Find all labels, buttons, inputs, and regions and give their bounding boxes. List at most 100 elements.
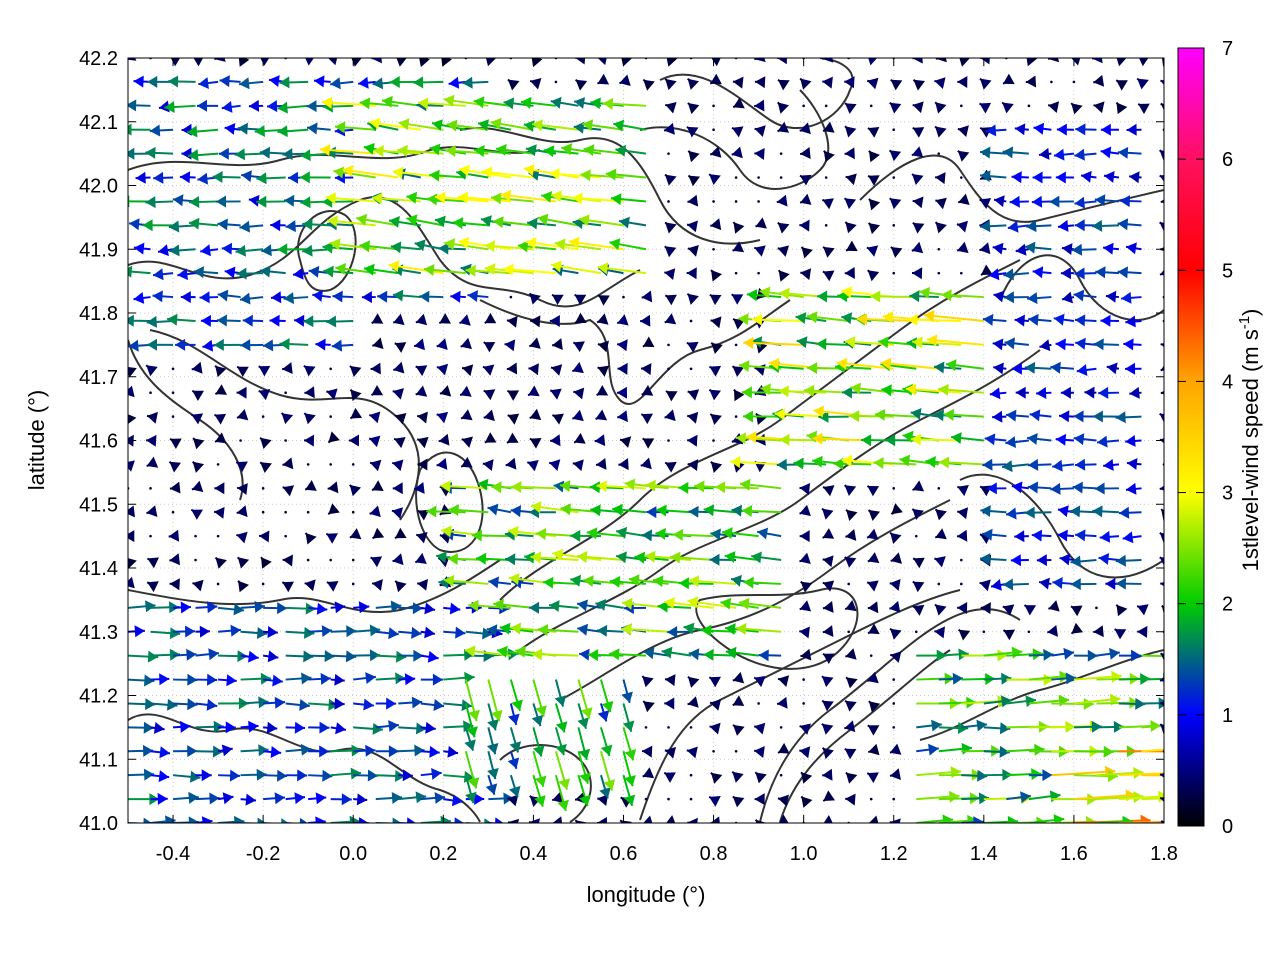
wind-arrow-head — [128, 576, 135, 589]
wind-arrow-head — [889, 198, 902, 210]
wind-arrow — [175, 338, 196, 351]
wind-arrow — [195, 648, 220, 661]
wind-arrow — [216, 534, 220, 538]
wind-arrow-head — [435, 191, 446, 204]
wind-arrow-head — [552, 816, 563, 823]
wind-arrow-head — [147, 557, 159, 569]
wind-arrow-head — [1069, 505, 1081, 518]
wind-arrow-head — [1106, 362, 1118, 375]
wind-arrow-head — [1074, 219, 1085, 232]
wind-arrow-head — [300, 149, 311, 162]
wind-arrow-head — [889, 818, 901, 823]
wind-arrow-head — [1159, 222, 1164, 232]
wind-arrow — [777, 675, 790, 687]
wind-arrow — [754, 99, 765, 112]
wind-arrow — [240, 600, 265, 613]
wind-arrow-dot — [892, 176, 896, 179]
wind-arrow — [485, 774, 498, 796]
wind-arrow — [889, 197, 902, 210]
wind-arrow — [1028, 313, 1052, 326]
wind-arrow — [330, 697, 345, 710]
wind-arrow-head — [503, 263, 514, 276]
wind-arrow-head — [1161, 605, 1164, 615]
wind-arrow-head — [486, 743, 499, 755]
wind-arrow — [799, 746, 811, 759]
wind-arrow — [866, 245, 879, 257]
wind-arrow-head — [643, 701, 655, 713]
wind-arrow-head — [911, 146, 924, 158]
wind-arrow-head — [530, 78, 542, 90]
wind-arrow — [191, 460, 205, 473]
wind-arrow — [866, 77, 879, 90]
wind-arrow-head — [934, 626, 945, 639]
wind-arrow — [392, 553, 404, 566]
wind-arrow — [261, 415, 265, 418]
wind-arrow-head — [645, 479, 656, 492]
wind-arrow — [172, 648, 197, 661]
wind-arrow — [149, 534, 152, 538]
wind-arrow-head — [621, 58, 632, 67]
wind-arrow — [821, 198, 834, 210]
wind-arrow-head — [1161, 820, 1164, 823]
wind-arrow — [192, 579, 204, 592]
wind-arrow — [550, 96, 579, 109]
wind-arrow-head — [609, 238, 621, 251]
wind-arrow — [398, 696, 423, 709]
wind-arrow — [554, 751, 570, 790]
wind-arrow-head — [1093, 101, 1105, 114]
wind-arrow-head — [299, 171, 310, 184]
wind-arrow-head — [822, 653, 835, 664]
wind-arrow — [1159, 221, 1164, 232]
wind-arrow — [1160, 102, 1164, 111]
wind-arrow-head — [1159, 532, 1164, 544]
wind-arrow — [777, 269, 790, 282]
wind-arrow-head — [363, 263, 375, 276]
wind-arrow-head — [239, 77, 250, 90]
wind-arrow-dot — [509, 295, 513, 299]
wind-arrow-head — [732, 671, 745, 684]
wind-arrow — [191, 389, 204, 401]
wind-arrow-head — [304, 579, 316, 592]
wind-arrow-head — [804, 384, 815, 397]
wind-arrow-head — [822, 508, 834, 520]
wind-arrow — [1023, 604, 1037, 616]
wind-arrow-head — [890, 768, 901, 780]
wind-arrow-head — [145, 146, 156, 159]
wind-arrow-head — [528, 168, 540, 181]
wind-arrow-dot — [351, 582, 355, 586]
wind-arrow — [1006, 695, 1037, 708]
wind-arrow-head — [1070, 555, 1081, 568]
wind-arrow-head — [169, 578, 180, 591]
wind-arrow — [128, 576, 135, 589]
wind-arrow — [957, 149, 970, 162]
wind-arrow-head — [1007, 815, 1018, 823]
wind-arrow-head — [419, 58, 430, 68]
wind-arrow — [554, 727, 567, 756]
wind-arrow — [391, 507, 403, 519]
wind-arrow-head — [415, 385, 428, 397]
wind-arrow-head — [823, 815, 833, 823]
wind-arrow — [508, 703, 520, 726]
wind-arrow — [622, 774, 636, 807]
wind-arrow-head — [959, 58, 971, 67]
wind-arrow-head — [277, 769, 288, 782]
wind-arrow-head — [844, 485, 857, 496]
wind-arrow-dot — [757, 200, 760, 203]
wind-arrow — [285, 743, 312, 756]
wind-arrow — [487, 503, 512, 516]
wind-arrow-head — [417, 509, 430, 521]
wind-arrow — [304, 532, 317, 545]
wind-arrow-head — [1092, 58, 1103, 64]
wind-arrow-dot — [1095, 606, 1098, 610]
wind-arrow-head — [207, 601, 218, 614]
wind-arrow-head — [271, 291, 282, 304]
wind-arrow-head — [483, 409, 495, 422]
wind-arrow — [507, 525, 557, 538]
wind-arrow-head — [324, 650, 335, 663]
wind-arrow — [1160, 365, 1164, 372]
wind-arrow — [351, 510, 355, 514]
wind-arrow — [332, 290, 354, 303]
wind-arrow-head — [906, 337, 917, 350]
wind-arrow-head — [807, 362, 818, 375]
wind-arrow — [1102, 242, 1120, 255]
